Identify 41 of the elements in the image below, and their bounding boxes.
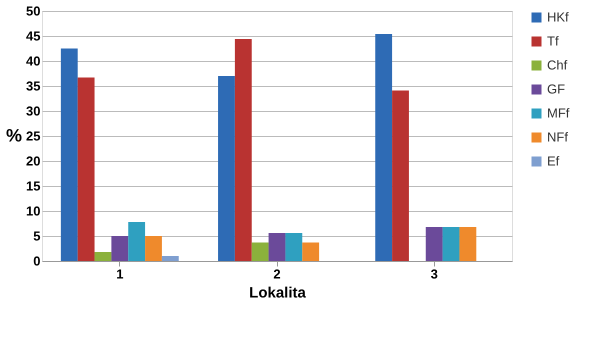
y-tick-label: 5 (33, 228, 40, 244)
x-axis-title: Lokalita (249, 284, 306, 302)
y-tick-label: 40 (26, 54, 40, 68)
legend-label: Ef (547, 154, 560, 168)
bar (459, 227, 476, 261)
legend-label: Tf (547, 34, 559, 48)
bar (162, 256, 179, 261)
bar (94, 252, 112, 261)
y-axis-title: % (6, 126, 22, 146)
y-tick-label: 20 (26, 154, 40, 168)
y-tick-label: 25 (26, 128, 40, 144)
x-tick-label: 3 (430, 266, 438, 282)
bar (111, 236, 128, 261)
legend-label: NFf (547, 130, 568, 144)
x-tick-label: 2 (273, 266, 281, 282)
bar (426, 227, 443, 261)
bar (128, 222, 146, 261)
bar (285, 233, 302, 261)
y-tick-label: 0 (33, 254, 40, 268)
bar (78, 78, 95, 261)
legend-label: MFf (547, 106, 570, 120)
legend-label: HKf (547, 10, 570, 24)
y-tick-label: 30 (26, 104, 40, 118)
bar (302, 242, 320, 261)
bar (392, 90, 409, 261)
x-tick-label: 1 (116, 266, 124, 282)
y-tick-label: 10 (26, 204, 40, 218)
legend-label: Chf (547, 58, 568, 72)
bar (218, 76, 235, 261)
y-tick-label: 45 (26, 28, 40, 44)
bar (252, 242, 269, 261)
bar (375, 34, 392, 261)
y-tick-label: 50 (26, 4, 40, 18)
y-tick-label: 15 (26, 178, 40, 194)
y-tick-label: 35 (26, 78, 40, 94)
legend-label: GF (547, 82, 566, 96)
bar (145, 236, 162, 261)
bar (234, 39, 252, 261)
bar (60, 48, 78, 261)
bar (268, 233, 286, 261)
bar (442, 227, 460, 261)
